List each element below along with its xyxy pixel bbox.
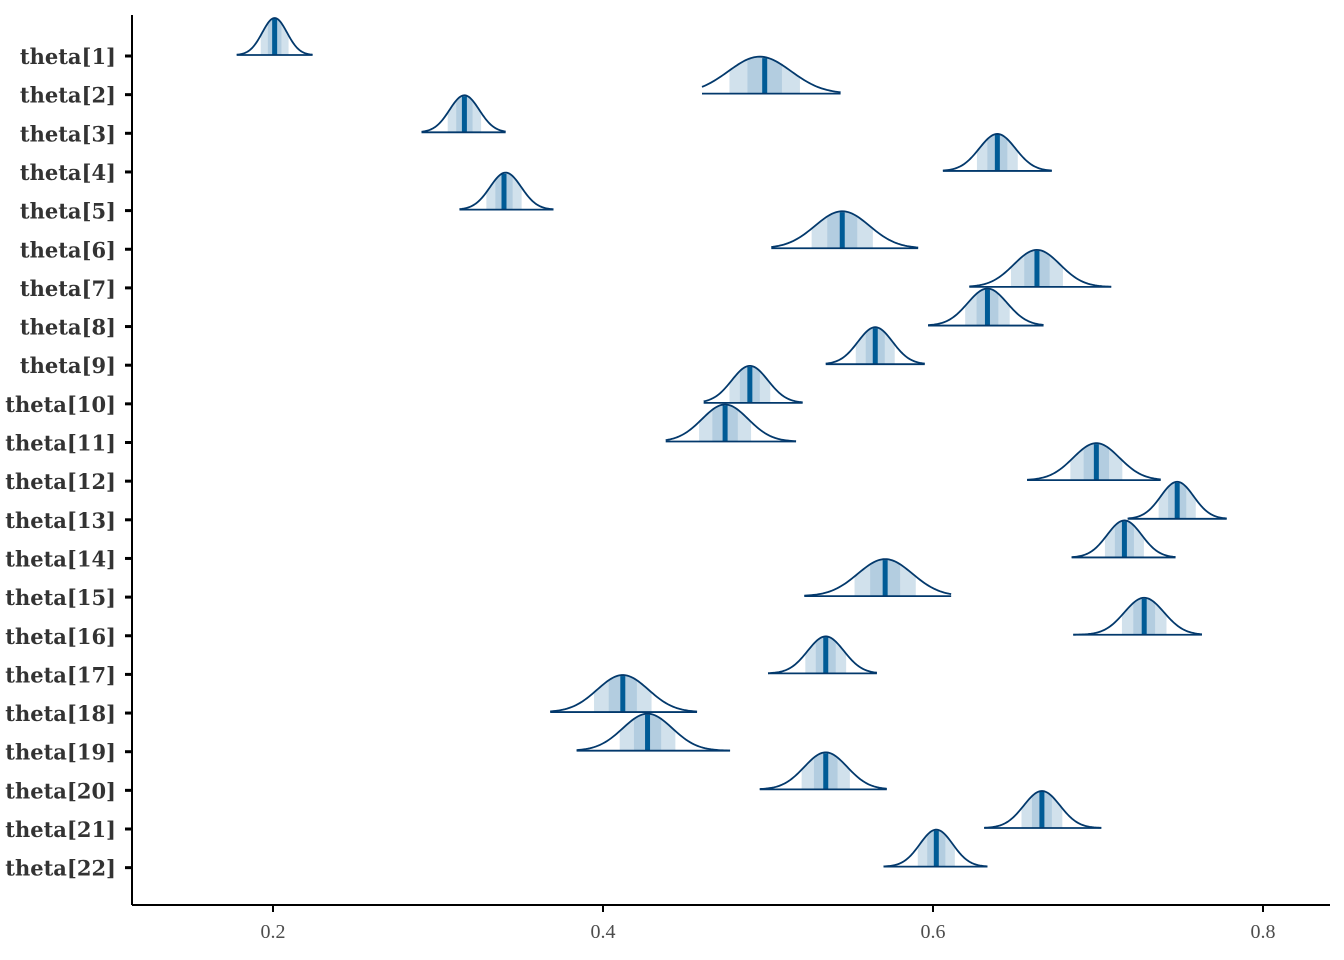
ridge-outline-theta-1 bbox=[236, 17, 313, 56]
y-tick-label-theta-13: theta[13] bbox=[5, 508, 116, 533]
ridge-theta-5 bbox=[459, 171, 554, 211]
y-tick-label-theta-20: theta[20] bbox=[5, 778, 116, 803]
y-tick-label-theta-8: theta[8] bbox=[20, 315, 116, 340]
y-tick-label-theta-17: theta[17] bbox=[5, 662, 116, 687]
ridge-theta-12 bbox=[1026, 442, 1161, 482]
ridge-outline-theta-9 bbox=[825, 326, 925, 365]
x-tick-label-2: 0.6 bbox=[921, 921, 946, 943]
ridge-theta-1 bbox=[236, 17, 313, 56]
x-tick-label-3: 0.8 bbox=[1251, 921, 1276, 943]
ridge-outline-theta-14 bbox=[1071, 519, 1176, 558]
y-tick-label-theta-18: theta[18] bbox=[5, 701, 116, 726]
ridge-outline-theta-20 bbox=[759, 751, 887, 790]
ridge-theta-16 bbox=[1073, 596, 1203, 636]
y-tick-label-theta-10: theta[10] bbox=[5, 392, 116, 417]
ridge-theta-3 bbox=[421, 94, 506, 134]
y-tick-label-theta-16: theta[16] bbox=[5, 624, 116, 649]
ridge-outline-theta-2 bbox=[701, 55, 841, 94]
ridge-outline-theta-6 bbox=[771, 210, 919, 249]
y-tick-label-theta-3: theta[3] bbox=[20, 121, 116, 146]
ridge-outline-theta-13 bbox=[1127, 480, 1227, 520]
ridge-outline-theta-10 bbox=[703, 364, 803, 404]
ridge-theta-22 bbox=[883, 828, 988, 868]
ridge-outline-theta-15 bbox=[804, 558, 952, 597]
ridge-theta-8 bbox=[927, 287, 1044, 327]
y-tick-label-theta-11: theta[11] bbox=[5, 431, 116, 456]
y-tick-label-theta-14: theta[14] bbox=[5, 546, 116, 571]
y-tick-label-theta-6: theta[6] bbox=[20, 237, 116, 262]
y-tick-label-theta-4: theta[4] bbox=[20, 160, 116, 185]
y-tick-label-theta-15: theta[15] bbox=[5, 585, 116, 610]
ridge-outline-theta-12 bbox=[1026, 442, 1161, 481]
ridge-theta-7 bbox=[969, 248, 1112, 288]
ridge-outline-theta-21 bbox=[984, 790, 1102, 829]
ridge-outline-theta-7 bbox=[969, 248, 1112, 288]
x-axis: 0.2 0.4 0.6 0.8 bbox=[132, 904, 1330, 943]
ridge-outline-theta-11 bbox=[665, 403, 797, 443]
ridge-outline-theta-4 bbox=[942, 133, 1052, 172]
ridge-theta-21 bbox=[984, 790, 1102, 829]
ridge-outline-theta-19 bbox=[576, 712, 731, 752]
x-tick-label-1: 0.4 bbox=[591, 921, 616, 943]
ridge-theta-11 bbox=[665, 403, 797, 443]
y-tick-label-theta-19: theta[19] bbox=[5, 740, 116, 765]
ridge-theta-19 bbox=[576, 712, 731, 752]
ridge-theta-15 bbox=[804, 558, 952, 597]
y-tick-label-theta-22: theta[22] bbox=[5, 856, 116, 881]
x-tick-label-0: 0.2 bbox=[261, 921, 286, 943]
y-tick-label-theta-7: theta[7] bbox=[20, 276, 116, 301]
ridge-theta-20 bbox=[759, 751, 887, 791]
ridge-theta-18 bbox=[550, 674, 698, 713]
ridge-outline-theta-16 bbox=[1073, 596, 1203, 636]
ridge-outline-theta-8 bbox=[927, 287, 1044, 327]
y-tick-label-theta-5: theta[5] bbox=[20, 199, 116, 224]
ridge-outline-theta-22 bbox=[883, 828, 988, 868]
ridge-theta-10 bbox=[703, 364, 803, 404]
y-tick-label-theta-9: theta[9] bbox=[20, 353, 116, 378]
ridge-theta-14 bbox=[1071, 519, 1176, 559]
ridge-theta-13 bbox=[1127, 480, 1227, 520]
ridges-layer bbox=[236, 17, 1227, 868]
ridge-outline-theta-5 bbox=[459, 171, 554, 211]
y-tick-label-theta-12: theta[12] bbox=[5, 469, 116, 494]
ridge-theta-17 bbox=[767, 635, 878, 675]
ridge-outline-theta-17 bbox=[767, 635, 878, 675]
ridge-theta-9 bbox=[825, 326, 925, 366]
y-axis: theta[1] theta[2] theta[3] theta[4] theta[5]… bbox=[5, 15, 133, 905]
ridge-outline-theta-3 bbox=[421, 94, 506, 133]
ridge-theta-4 bbox=[942, 133, 1052, 172]
y-tick-label-theta-2: theta[2] bbox=[20, 83, 116, 108]
y-tick-label-theta-1: theta[1] bbox=[20, 44, 116, 69]
ridge-outline-theta-18 bbox=[550, 674, 698, 713]
y-tick-label-theta-21: theta[21] bbox=[5, 817, 116, 842]
ridge-theta-2 bbox=[701, 55, 841, 95]
ridge-theta-6 bbox=[771, 210, 919, 250]
